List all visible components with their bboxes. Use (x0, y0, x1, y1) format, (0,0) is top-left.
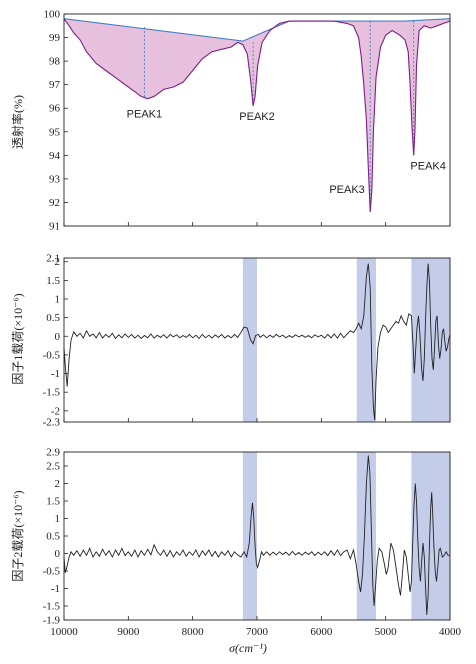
y-tick-label: 91 (49, 221, 60, 233)
spectrum-y-axis-label: 透射率(%) (10, 95, 25, 149)
y-tick-label: 2 (55, 256, 61, 268)
spectrum-x-ticks (63, 222, 451, 226)
y-tick-label: 92 (49, 197, 60, 209)
x-tick-label: 5000 (375, 626, 398, 638)
highlight-band-3 (411, 258, 450, 422)
y-tick-label: -2 (51, 405, 60, 417)
peak-label-3: PEAK3 (329, 184, 364, 196)
factor1-y-ticks: -2.3-2 -1.5 -1 -0.5 0 0.5 1 1.5 22.1 (43, 253, 68, 429)
peak-marker-lines (143, 21, 415, 212)
y-tick-label: 94 (49, 150, 61, 162)
y-tick-label: 0 (55, 331, 61, 343)
y-tick-label: 98 (49, 56, 61, 68)
y-tick-label: -1.9 (43, 615, 61, 627)
peak-label-1: PEAK1 (127, 109, 162, 121)
y-tick-label: -1 (51, 368, 60, 380)
factor2-y-axis-label: 因子2载荷(×10⁻⁶) (11, 490, 25, 581)
highlight-band-2 (356, 258, 377, 422)
y-tick-label: -2.3 (43, 417, 61, 429)
y-tick-label: -1 (51, 583, 60, 595)
y-tick-label: 1.5 (46, 275, 60, 287)
factor1-frame (63, 257, 451, 423)
highlight-band-1 (242, 258, 257, 422)
y-tick-label: 96 (49, 103, 61, 115)
spectrum-lines (63, 18, 451, 212)
factor2-frame (63, 451, 451, 621)
y-tick-label: -0.5 (43, 349, 61, 361)
y-tick-label: 2 (55, 478, 61, 490)
x-tick-label: 10000 (50, 626, 78, 638)
peak-label-2: PEAK2 (239, 111, 274, 123)
factor1-loading-line (63, 263, 451, 421)
factor2-highlight-bands (242, 452, 450, 620)
y-tick-label: 0.5 (46, 312, 60, 324)
y-tick-label: 93 (49, 173, 61, 185)
factor2-loading-panel: -1.9 -1.5 -1 -0.5 0 0.5 1 1.5 2 2.5 2.9 10000 9000 8… (11, 447, 462, 656)
peak-area-fill (64, 18, 450, 212)
y-tick-label: 0.5 (46, 531, 60, 543)
factor1-y-axis-label: 因子1载荷(×10⁻⁶) (11, 293, 25, 384)
loading-line (63, 263, 451, 421)
x-tick-label: 4000 (439, 626, 462, 638)
y-tick-label: 97 (49, 79, 61, 91)
y-tick-label: 95 (49, 126, 61, 138)
y-tick-label: -1.5 (43, 387, 61, 399)
y-tick-label: 2.5 (46, 461, 60, 473)
y-tick-label: 1 (55, 294, 61, 306)
x-tick-label: 7000 (246, 626, 269, 638)
highlight-band-3 (411, 452, 450, 620)
factor2-loading-line (63, 455, 450, 615)
x-tick-labels: 10000 9000 8000 7000 6000 5000 4000 (50, 626, 461, 638)
x-tick-label: 6000 (310, 626, 333, 638)
factor2-x-ticks (63, 616, 451, 620)
factor2-y-ticks: -1.9 -1.5 -1 -0.5 0 0.5 1 1.5 2 2.5 2.9 (43, 447, 68, 627)
x-tick-label: 9000 (117, 626, 140, 638)
y-tick-label: -0.5 (43, 566, 61, 578)
factor1-x-ticks (63, 418, 451, 422)
x-tick-label: 8000 (182, 626, 205, 638)
y-tick-label: 1 (55, 513, 61, 525)
x-axis-label: σ(cm⁻¹) (229, 641, 267, 655)
highlight-band-2 (356, 452, 377, 620)
spectrum-line (63, 18, 451, 212)
y-tick-label: 2.1 (46, 253, 60, 265)
peak-labels: PEAK1 PEAK2 PEAK3 PEAK4 (127, 109, 446, 196)
y-tick-label: 0 (55, 548, 61, 560)
factor1-loading-panel: -2.3-2 -1.5 -1 -0.5 0 0.5 1 1.5 22.1 因子1载荷(×10⁻⁶… (11, 253, 451, 429)
spectrum-frame (63, 13, 451, 227)
factor1-highlight-bands (242, 258, 450, 422)
peak-label-4: PEAK4 (410, 160, 445, 172)
loading-line (63, 455, 450, 615)
y-tick-label: 2.9 (46, 447, 60, 459)
spectrum-y-ticks: 91 92 93 94 95 96 97 98 99 100 (44, 9, 68, 233)
y-tick-label: 1.5 (46, 496, 60, 508)
peak-area (64, 18, 450, 212)
y-tick-label: 100 (44, 9, 61, 21)
y-tick-label: 99 (49, 32, 61, 44)
y-tick-label: -1.5 (43, 601, 61, 613)
